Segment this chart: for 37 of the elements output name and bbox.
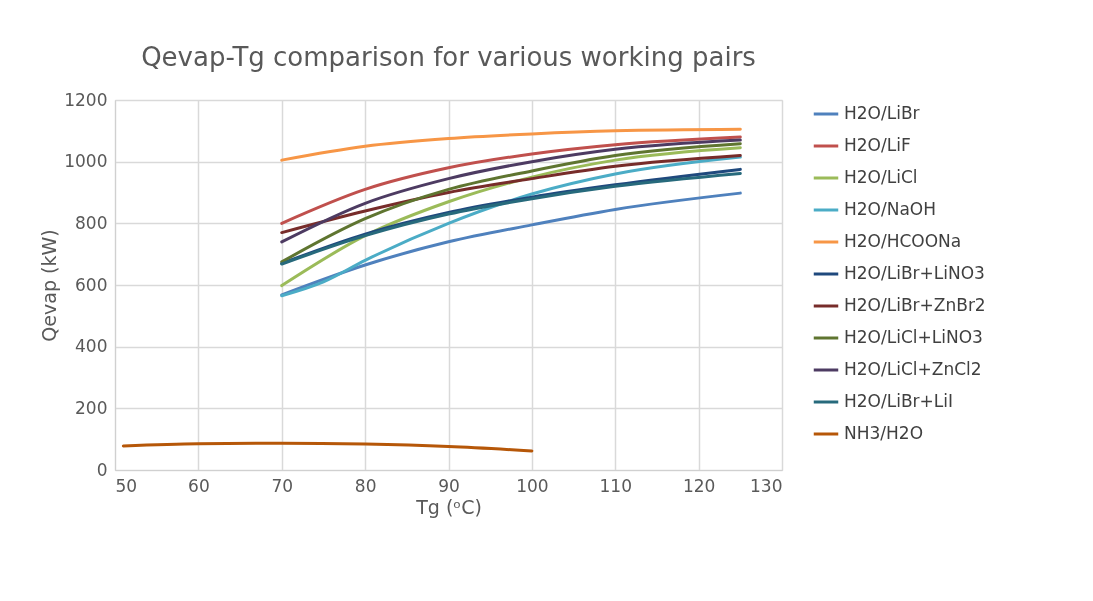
x-axis-title: Tg (ᵒC) [415,495,482,518]
x-tick-label: 80 [354,475,377,496]
x-tick-label: 110 [599,475,632,496]
legend-label: H2O/LiBr+LiI [844,391,954,411]
x-tick-label: 100 [516,475,549,496]
legend-label: NH3/H2O [844,423,924,443]
x-tick-label: 130 [750,475,783,496]
y-tick-label: 800 [75,212,108,233]
legend-label: H2O/LiBr+LiNO3 [844,263,985,283]
line-series [121,441,534,453]
y-tick-label: 200 [75,397,108,418]
y-tick-label: 400 [75,336,108,357]
chart-title: Qevap-Tg comparison for various working pairs [141,42,756,72]
y-tick-label: 1000 [64,151,108,172]
legend-label: H2O/HCOONa [844,231,962,251]
line-series [280,154,742,235]
legend-label: H2O/LiCl+LiNO3 [844,327,983,347]
x-tick-label: 50 [115,475,138,496]
x-tick-label: 60 [188,475,210,496]
x-tick-label: 120 [682,475,716,496]
x-tick-label: 70 [271,475,294,496]
line-series [280,127,742,162]
legend-label: H2O/LiBr+ZnBr2 [844,295,986,315]
line-series [280,135,742,225]
x-tick-label: 90 [438,475,460,496]
y-axis-title: Qevap (kW) [38,229,61,342]
y-tick-label: 1200 [64,89,108,110]
legend-label: H2O/LiCl+ZnCl2 [844,359,982,379]
legend-label: H2O/NaOH [844,199,937,219]
y-tick-label: 600 [75,274,108,295]
legend-label: H2O/LiBr [844,103,920,123]
y-tick-label: 0 [96,459,108,480]
legend-label: H2O/LiCl [844,167,918,187]
line-series [280,142,742,264]
line-series [280,138,742,244]
line-series [280,191,742,297]
legend-label: H2O/LiF [844,135,911,155]
